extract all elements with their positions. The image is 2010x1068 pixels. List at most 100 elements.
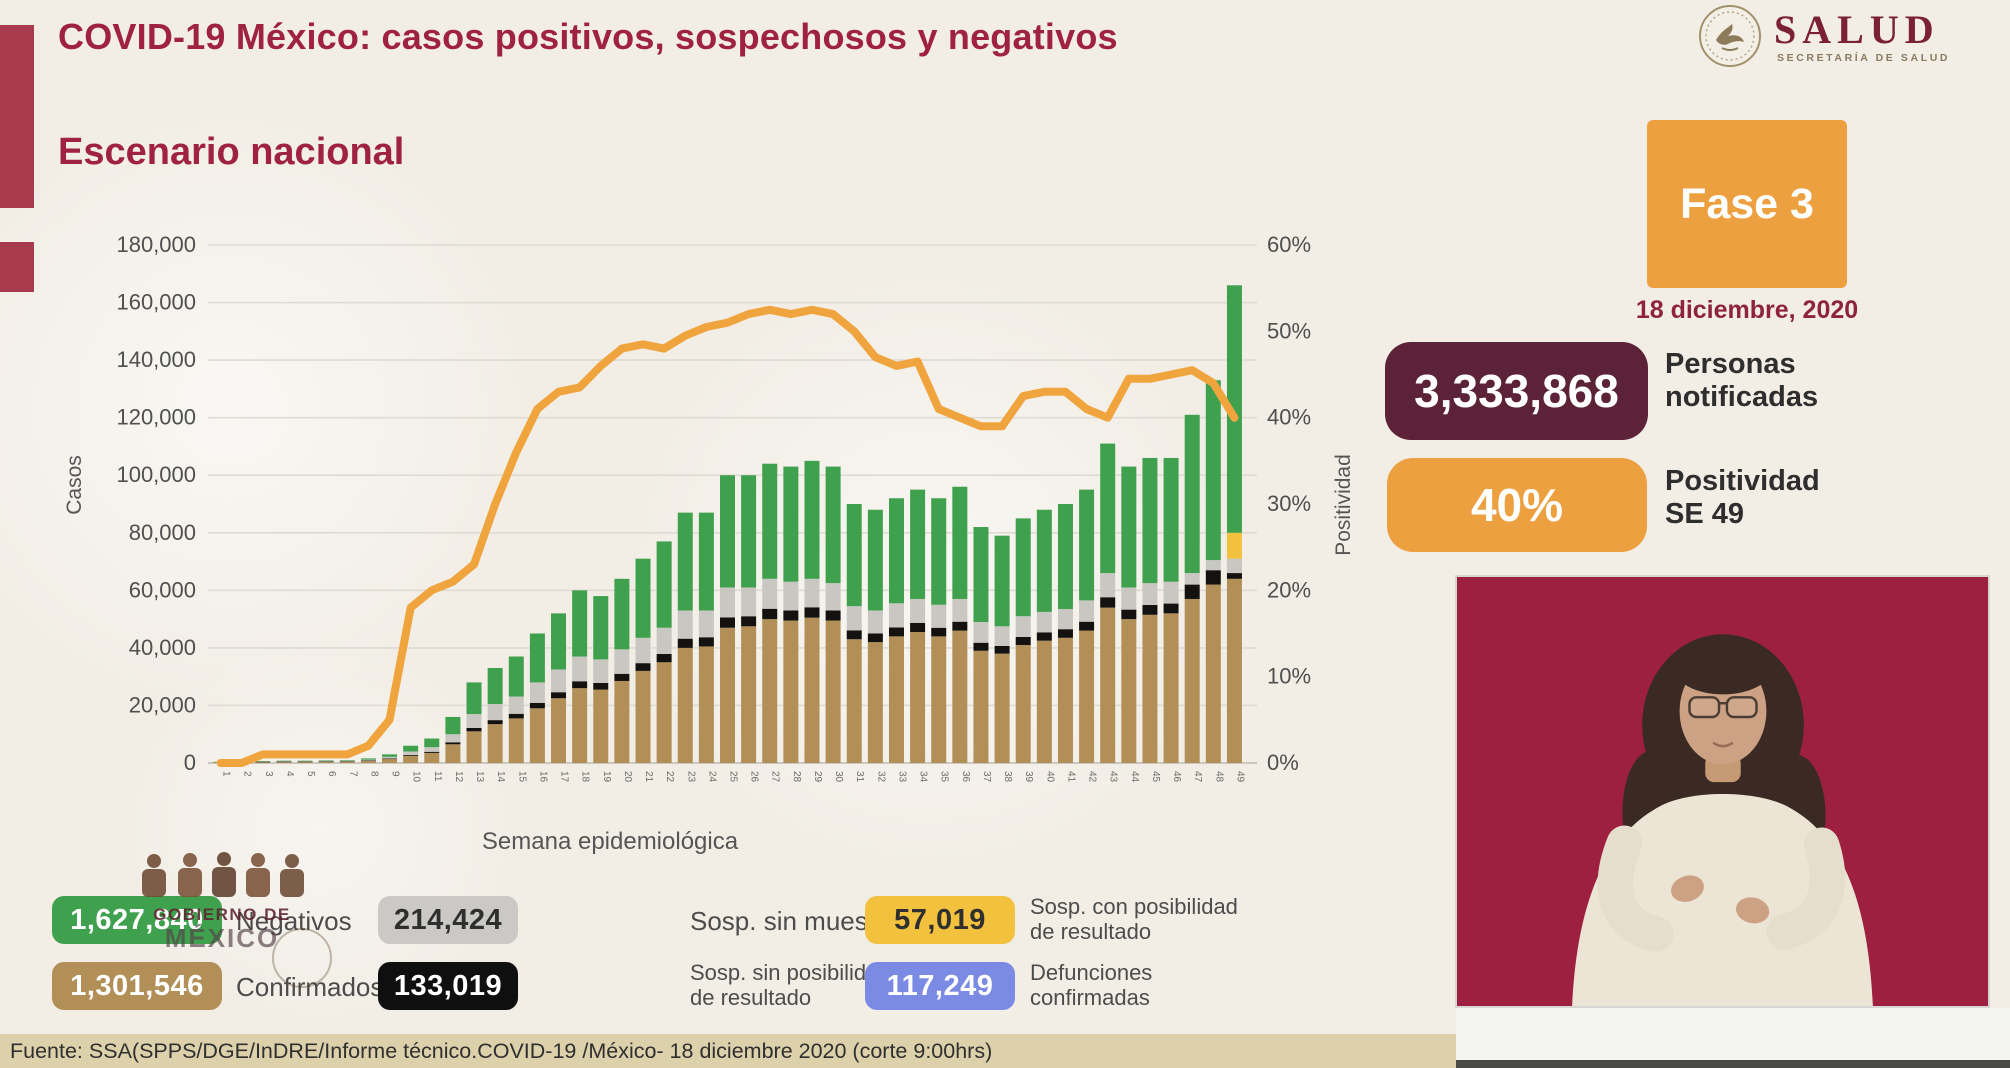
left-accent-bar <box>0 25 34 208</box>
svg-text:4: 4 <box>284 771 295 777</box>
svg-text:7: 7 <box>347 771 358 777</box>
svg-text:50%: 50% <box>1267 318 1311 343</box>
report-date: 18 diciembre, 2020 <box>1635 296 1859 324</box>
x-axis-title: Semana epidemiológica <box>481 828 739 855</box>
svg-text:31: 31 <box>854 771 865 783</box>
svg-text:11: 11 <box>432 771 443 782</box>
svg-text:14: 14 <box>495 771 506 783</box>
brand-name: SALUD <box>1774 7 1940 52</box>
svg-text:0%: 0% <box>1267 750 1299 775</box>
y-axis-title-left: Casos <box>63 455 86 515</box>
svg-text:15: 15 <box>516 771 527 783</box>
legend-pill-sosp-con-posibilidad: 57,019 <box>865 896 1015 944</box>
sign-language-interpreter-video <box>1455 575 1990 1008</box>
svg-text:140,000: 140,000 <box>116 347 196 372</box>
legend-label-sosp-sin-muestra: Sosp. sin muestra <box>690 906 899 936</box>
legend-pill-defunciones: 117,249 <box>865 962 1015 1010</box>
svg-text:24: 24 <box>706 771 717 783</box>
svg-text:19: 19 <box>601 771 612 783</box>
svg-text:80,000: 80,000 <box>129 520 196 545</box>
section-title: Escenario nacional <box>58 131 405 173</box>
svg-text:40%: 40% <box>1267 405 1311 430</box>
footer-right-bar <box>1456 1060 2010 1068</box>
svg-text:45: 45 <box>1150 771 1161 783</box>
svg-text:30: 30 <box>833 771 844 783</box>
svg-text:38: 38 <box>1002 771 1013 783</box>
footer-right-spacer <box>1456 1008 2010 1060</box>
legend-label-sosp-con-posibilidad: Sosp. con posibilidad de resultado <box>1030 894 1238 945</box>
svg-text:1: 1 <box>221 771 232 777</box>
svg-text:20: 20 <box>622 771 633 783</box>
svg-text:3: 3 <box>263 771 274 777</box>
svg-text:120,000: 120,000 <box>116 405 196 430</box>
legend-pill-negativos: 1,627,840 <box>52 896 222 944</box>
svg-text:39: 39 <box>1023 771 1034 783</box>
svg-text:17: 17 <box>559 771 570 783</box>
legend-pill-sosp-sin-muestra: 214,424 <box>378 896 518 944</box>
svg-text:9: 9 <box>390 771 401 777</box>
svg-text:20,000: 20,000 <box>129 692 196 717</box>
svg-text:5: 5 <box>305 771 316 777</box>
svg-text:60,000: 60,000 <box>129 577 196 602</box>
legend-label-sosp-sin-posibilidad: Sosp. sin posibilidad de resultado <box>690 960 891 1011</box>
phase-badge: Fase 3 <box>1647 120 1847 288</box>
svg-text:44: 44 <box>1129 771 1140 783</box>
svg-text:48: 48 <box>1213 771 1224 783</box>
svg-text:8: 8 <box>368 771 379 777</box>
svg-text:34: 34 <box>918 771 929 783</box>
svg-text:25: 25 <box>728 771 739 783</box>
cases-positivity-chart: 180,000 1 60,000 140,000 120,000 100,000 80,00… <box>60 185 1350 875</box>
svg-text:180,000: 180,000 <box>116 232 196 257</box>
svg-text:60%: 60% <box>1267 232 1311 257</box>
svg-text:46: 46 <box>1171 771 1182 783</box>
svg-text:2: 2 <box>242 771 253 777</box>
svg-text:32: 32 <box>875 771 886 783</box>
svg-text:36: 36 <box>960 771 971 783</box>
svg-text:13: 13 <box>474 771 485 783</box>
brand-subtitle: SECRETARÍA DE SALUD <box>1777 52 1951 64</box>
legend-label-confirmados: Confirmados <box>236 972 384 1002</box>
government-seal-icon <box>1698 4 1762 73</box>
positivity-pill: 40% <box>1387 458 1647 552</box>
legend-pill-sosp-sin-posibilidad: 133,019 <box>378 962 518 1010</box>
svg-text:35: 35 <box>939 771 950 783</box>
svg-text:12: 12 <box>453 771 464 783</box>
svg-text:41: 41 <box>1065 771 1076 783</box>
chart-plot-area: 180,000 1 60,000 140,000 120,000 100,000 80,00… <box>116 232 1311 783</box>
left-accent-bar-small <box>0 242 34 292</box>
svg-text:42: 42 <box>1087 771 1098 783</box>
legend-label-negativos: Negativos <box>236 906 352 936</box>
page-title: COVID-19 México: casos positivos, sospec… <box>58 16 1118 57</box>
positivity-label: Positividad SE 49 <box>1665 465 1820 530</box>
svg-text:40,000: 40,000 <box>129 635 196 660</box>
svg-text:18: 18 <box>580 771 591 783</box>
svg-text:28: 28 <box>791 771 802 783</box>
svg-text:20%: 20% <box>1267 577 1311 602</box>
svg-text:100,000: 100,000 <box>116 462 196 487</box>
svg-text:10%: 10% <box>1267 664 1311 689</box>
svg-text:16: 16 <box>537 771 548 783</box>
svg-text:26: 26 <box>749 771 760 783</box>
svg-text:10: 10 <box>411 771 422 783</box>
svg-text:27: 27 <box>770 771 781 783</box>
legend-pill-confirmados: 1,301,546 <box>52 962 222 1010</box>
svg-text:0: 0 <box>184 750 196 775</box>
svg-text:33: 33 <box>896 771 907 783</box>
svg-text:22: 22 <box>664 771 675 783</box>
svg-text:6: 6 <box>326 771 337 777</box>
source-text: Fuente: SSA(SPPS/DGE/InDRE/Informe técni… <box>10 1038 993 1063</box>
salud-logo: SALUD SECRETARÍA DE SALUD <box>1698 2 1998 74</box>
legend-label-defunciones: Defunciones confirmadas <box>1030 960 1153 1011</box>
svg-text:21: 21 <box>643 771 654 783</box>
svg-text:49: 49 <box>1234 771 1245 783</box>
svg-text:40: 40 <box>1044 771 1055 783</box>
svg-text:47: 47 <box>1192 771 1203 783</box>
svg-text:43: 43 <box>1108 771 1119 783</box>
svg-text:30%: 30% <box>1267 491 1311 516</box>
notified-total-label: Personas notificadas <box>1665 348 1819 413</box>
footer-source-strip: Fuente: SSA(SPPS/DGE/InDRE/Informe técni… <box>0 1034 1456 1068</box>
svg-text:23: 23 <box>685 771 696 783</box>
svg-text:37: 37 <box>981 771 992 783</box>
interpreter-illustration <box>1458 577 1987 1006</box>
svg-text:29: 29 <box>812 771 823 783</box>
